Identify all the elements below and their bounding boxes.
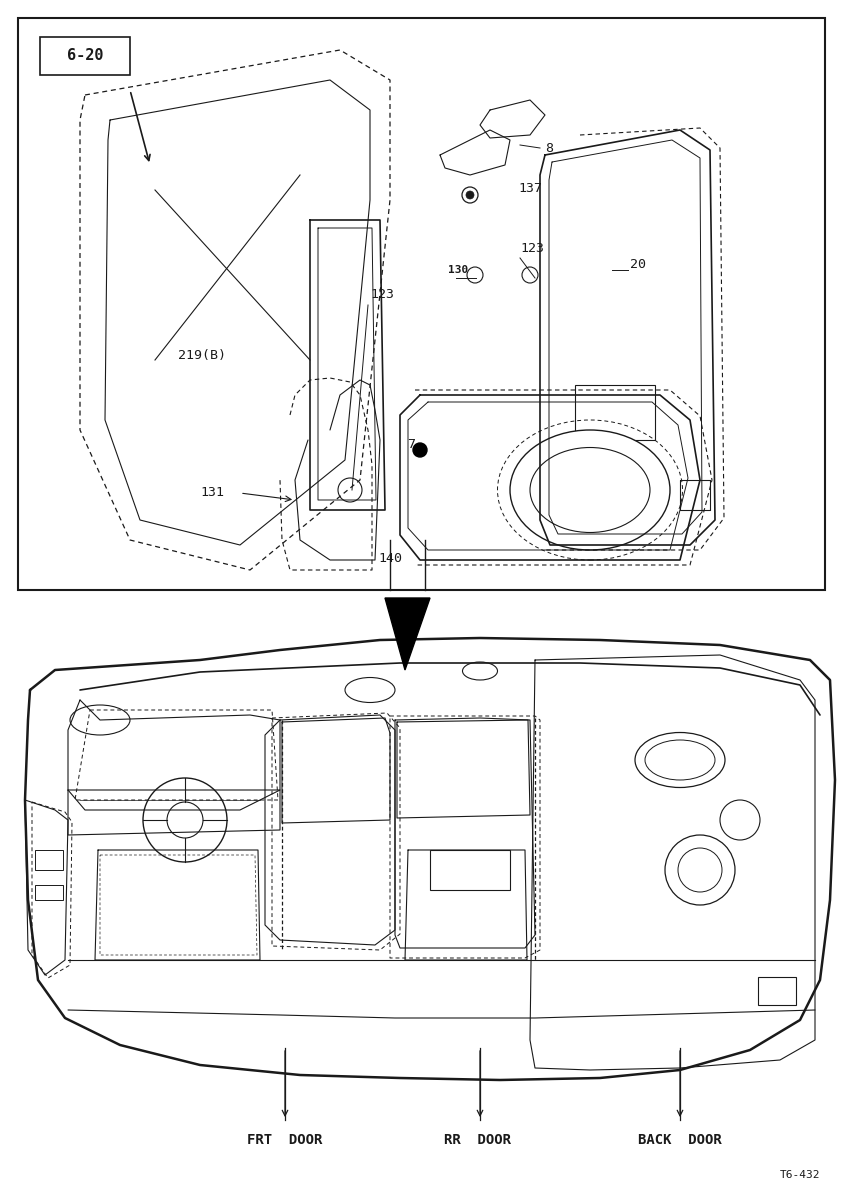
Bar [758, 977, 796, 1005]
Text: 131: 131 [200, 486, 224, 499]
Text: 6-20: 6-20 [67, 49, 103, 63]
Bar [35, 850, 63, 869]
Ellipse shape [530, 448, 650, 532]
Text: 219(B): 219(B) [178, 349, 226, 362]
Text: 8: 8 [545, 142, 553, 155]
Ellipse shape [645, 740, 715, 780]
Ellipse shape [462, 662, 498, 680]
Text: 123: 123 [520, 242, 544, 255]
Bar [35, 885, 63, 900]
Bar [18, 18, 825, 590]
Text: T6-432: T6-432 [779, 1170, 820, 1180]
Text: 140: 140 [378, 551, 402, 565]
Ellipse shape [635, 732, 725, 787]
Text: 130: 130 [448, 266, 468, 275]
Bar [575, 385, 655, 439]
Text: 123: 123 [370, 288, 394, 301]
Ellipse shape [510, 430, 670, 550]
Bar [40, 37, 130, 75]
Bar [430, 850, 510, 890]
Circle shape [413, 443, 427, 457]
Text: RR  DOOR: RR DOOR [444, 1133, 511, 1147]
Text: 137: 137 [518, 181, 542, 194]
Text: FRT  DOOR: FRT DOOR [247, 1133, 323, 1147]
Circle shape [466, 191, 474, 199]
Polygon shape [385, 598, 430, 671]
Text: BACK  DOOR: BACK DOOR [638, 1133, 722, 1147]
Text: 7: 7 [407, 438, 415, 451]
Ellipse shape [70, 705, 130, 735]
Ellipse shape [345, 678, 395, 703]
Text: 20: 20 [630, 258, 646, 272]
